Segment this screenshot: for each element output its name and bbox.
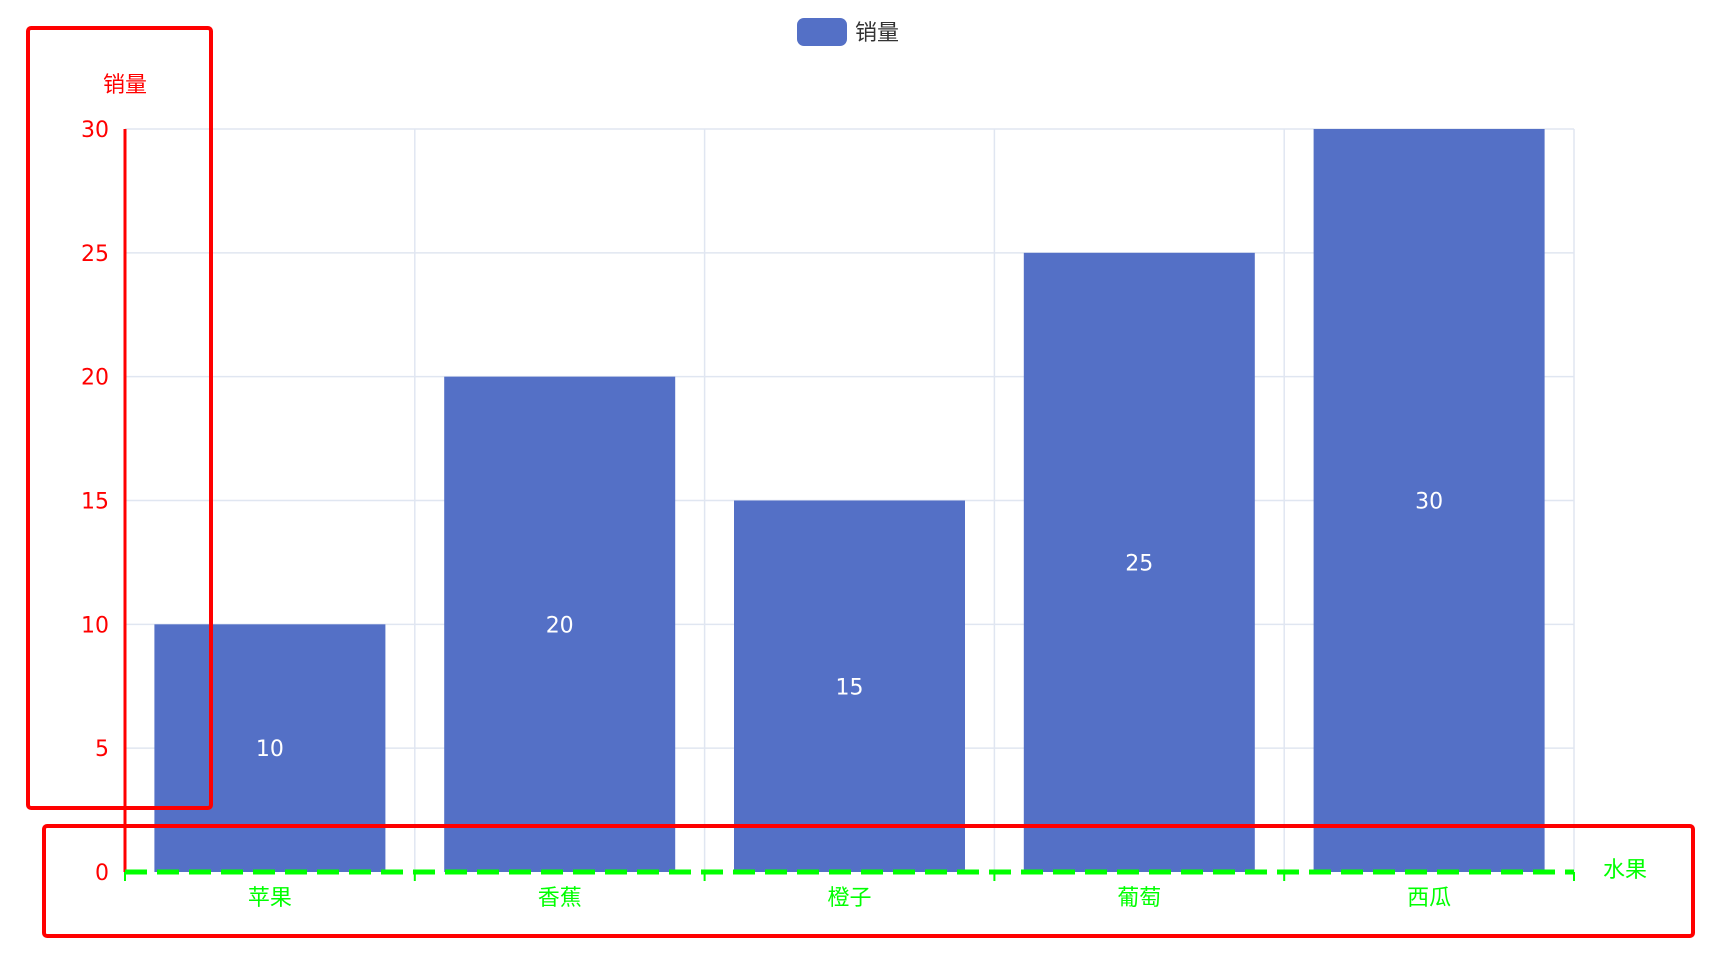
y-axis: 0 5 10 15 20 25 30: [81, 118, 127, 886]
legend-swatch[interactable]: [797, 18, 847, 46]
bars-group: [154, 129, 1545, 873]
y-axis-title: 销量: [103, 73, 147, 98]
x-axis-title: 水果: [1603, 858, 1647, 883]
bar-value-label: 10: [256, 737, 284, 762]
legend-label-sales[interactable]: 销量: [855, 21, 899, 46]
y-tick-label: 25: [81, 242, 109, 267]
x-tick-label: 苹果: [248, 886, 292, 911]
y-tick-label: 20: [81, 366, 109, 391]
y-tick-label: 5: [95, 737, 109, 762]
bar-4[interactable]: [1313, 129, 1545, 872]
bar-value-label: 15: [836, 675, 864, 700]
legend[interactable]: 销量: [797, 18, 899, 46]
data-labels-group: 10 20 15 25 30: [256, 490, 1443, 763]
y-axis-highlight-box: [26, 26, 213, 810]
x-axis-highlight-box: [42, 824, 1695, 938]
bar-value-label: 30: [1415, 490, 1443, 515]
y-tick-label: 30: [81, 118, 109, 143]
bar-value-label: 20: [546, 613, 574, 638]
bar-0[interactable]: [154, 624, 386, 872]
y-tick-label: 0: [95, 861, 109, 886]
x-tick-label: 西瓜: [1407, 886, 1451, 911]
bar-1[interactable]: [444, 376, 676, 872]
bar-value-label: 25: [1125, 551, 1153, 576]
x-tick-label: 橙子: [827, 886, 871, 911]
x-tick-label: 葡萄: [1117, 886, 1161, 911]
y-tick-label: 10: [81, 613, 109, 638]
x-axis: 苹果 香蕉 橙子 葡萄 西瓜: [124, 869, 1575, 911]
bar-2[interactable]: [734, 500, 965, 873]
y-tick-label: 15: [81, 490, 109, 515]
highlight-annotations: [26, 26, 1695, 938]
x-tick-label: 香蕉: [538, 886, 582, 911]
bar-3[interactable]: [1023, 252, 1255, 873]
